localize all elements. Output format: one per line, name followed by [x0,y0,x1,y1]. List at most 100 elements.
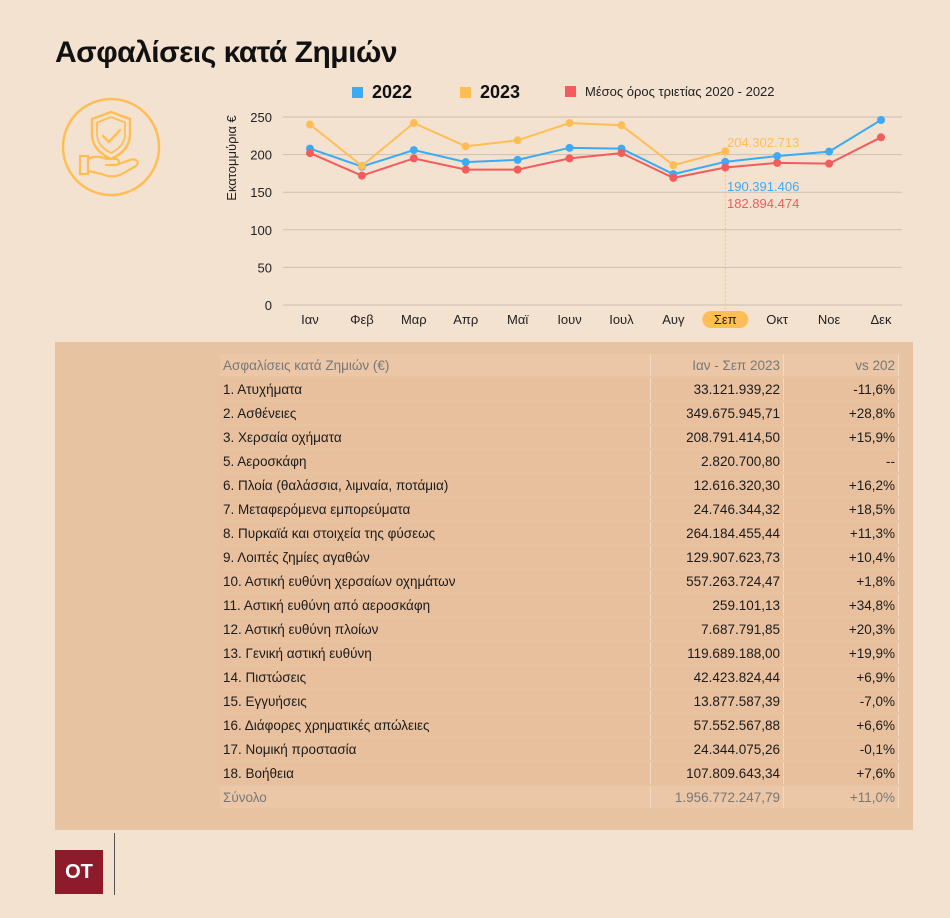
data-point [877,133,885,142]
table-total-row: Σύνολο 1.956.772.247,79 +11,0% [220,786,899,808]
row-change: +1,8% [784,570,899,592]
line-chart: 0 50 100 150 200 250 Εκατομμύρια € Ιαν Φεβ Μαρ Απρ… [224,110,902,328]
row-change: +20,3% [784,618,899,640]
page-title: Ασφαλίσεις κατά Ζημιών [55,36,398,69]
row-label: 15. Εγγυήσεις [220,690,651,712]
row-label: 1. Ατυχήματα [220,378,651,400]
data-point [825,147,834,156]
legend-swatch [565,86,576,97]
y-tick-label: 50 [258,260,272,275]
row-label: 5. Αεροσκάφη [220,450,651,472]
x-tick-label: Αυγ [662,312,685,327]
row-value: 264.184.455,44 [651,522,784,544]
table-row: 9. Λοιπές ζημίες αγαθών 129.907.623,73 +10… [220,546,899,568]
row-label: 17. Νομική προστασία [220,738,651,760]
row-change: +18,5% [784,498,899,520]
data-point [721,163,730,172]
table-row: 7. Μεταφερόμενα εμπορεύματα 24.746.344,32… [220,498,899,520]
legend-label: 2022 [372,82,413,102]
row-label: 2. Ασθένειες [220,402,651,424]
data-point [461,158,470,167]
row-label: 12. Αστική ευθύνη πλοίων [220,618,651,640]
data-point [721,147,730,156]
x-tick-label: Μαϊ [507,312,529,327]
row-value: 129.907.623,73 [651,546,784,568]
row-change: +34,8% [784,594,899,616]
legend-2023: 2023 [460,82,520,103]
row-change: +10,4% [784,546,899,568]
table-row: 18. Βοήθεια 107.809.643,34 +7,6% [220,762,899,784]
row-value: 557.263.724,47 [651,570,784,592]
data-point [409,119,418,128]
row-label: 18. Βοήθεια [220,762,651,784]
data-point [617,121,626,130]
table-row: 2. Ασθένειες 349.675.945,71 +28,8% [220,402,899,424]
legend-average: Μέσος όρος τριετίας 2020 - 2022 [565,84,775,99]
legend-swatch [460,87,471,98]
series-line [309,119,882,176]
y-tick-label: 250 [250,110,272,125]
data-point [825,159,834,168]
legend-label: 2023 [480,82,521,102]
row-change: +15,9% [784,426,899,448]
row-label: 3. Χερσαία οχήματα [220,426,651,448]
row-label: 9. Λοιπές ζημίες αγαθών [220,546,651,568]
row-label: Ασφαλίσεις κατά Ζημιών (€) [220,354,651,376]
row-value: 42.423.824,44 [651,666,784,688]
row-value: 24.344.075,26 [651,738,784,760]
data-point [357,161,366,170]
row-label: 10. Αστική ευθύνη χερσαίων οχημάτων [220,570,651,592]
table-row: 8. Πυρκαϊά και στοιχεία της φύσεως 264.18… [220,522,899,544]
row-change: -- [784,450,899,472]
row-label: 16. Διάφορες χρηματικές απώλειες [220,714,651,736]
row-value: 7.687.791,85 [651,618,784,640]
y-tick-label: 150 [250,185,272,200]
y-tick-label: 100 [250,223,272,238]
row-value: 1.956.772.247,79 [651,786,784,808]
x-tick-label: Ιαν [301,312,319,327]
row-change: +6,6% [784,714,899,736]
x-tick-label: Νοε [818,312,841,327]
row-change: +11,3% [784,522,899,544]
row-label: Σύνολο [220,786,651,808]
row-change: +6,9% [784,666,899,688]
row-change: -7,0% [784,690,899,712]
legend-2022: 2022 [352,82,412,103]
row-value: 24.746.344,32 [651,498,784,520]
row-change: +28,8% [784,402,899,424]
data-table: Ασφαλίσεις κατά Ζημιών (€) Ιαν - Σεπ 2023… [220,352,899,810]
table-row: 12. Αστική ευθύνη πλοίων 7.687.791,85 +20,… [220,618,899,640]
table-row: 11. Αστική ευθύνη από αεροσκάφη 259.101,1… [220,594,899,616]
data-point [461,165,470,174]
data-point [773,158,782,167]
brand-divider [114,833,115,895]
legend-label: Μέσος όρος τριετίας 2020 - 2022 [585,84,775,99]
data-point [409,154,418,163]
row-value: 349.675.945,71 [651,402,784,424]
table-row: 6. Πλοία (θαλάσσια, λιμναία, ποτάμια) 12.… [220,474,899,496]
row-value: 13.877.587,39 [651,690,784,712]
data-point [721,157,730,166]
row-label: 13. Γενική αστική ευθύνη [220,642,651,664]
table-row: 5. Αεροσκάφη 2.820.700,80 -- [220,450,899,472]
x-tick-label: Απρ [453,312,478,327]
row-change: -11,6% [784,378,899,400]
insurance-hand-shield-icon [61,97,161,197]
table-row: 17. Νομική προστασία 24.344.075,26 -0,1% [220,738,899,760]
y-axis-label: Εκατομμύρια € [224,115,239,201]
x-tick-label: Οκτ [766,312,789,327]
x-tick-label: Φεβ [350,312,374,327]
row-label: 7. Μεταφερόμενα εμπορεύματα [220,498,651,520]
row-change: +19,9% [784,642,899,664]
table-row: 16. Διάφορες χρηματικές απώλειες 57.552.5… [220,714,899,736]
row-value: 2.820.700,80 [651,450,784,472]
row-change: -0,1% [784,738,899,760]
series-line [309,136,882,179]
x-tick-label: Μαρ [401,312,427,327]
data-point [669,161,678,170]
data-point [306,149,314,158]
x-tick-label: Ιουν [557,312,581,327]
brand-logo: OT [55,850,103,894]
row-value: 107.809.643,34 [651,762,784,784]
row-label: 8. Πυρκαϊά και στοιχεία της φύσεως [220,522,651,544]
